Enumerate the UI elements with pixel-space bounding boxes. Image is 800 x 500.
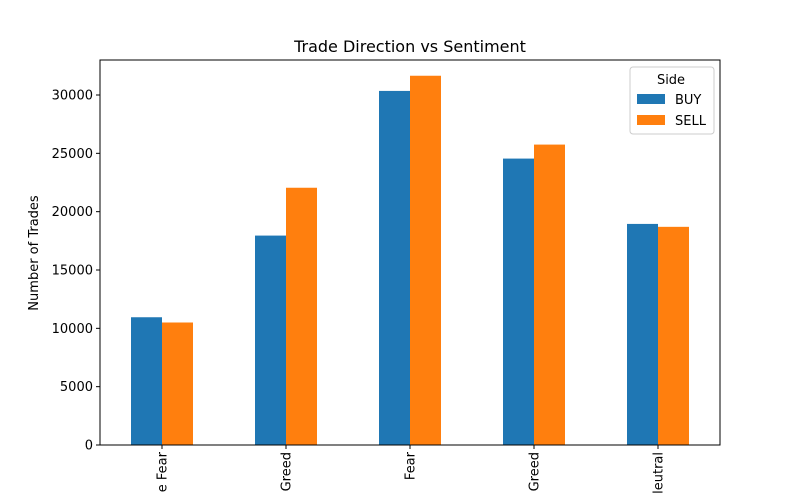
bar-buy-0 xyxy=(131,317,162,445)
y-tick-label: 20000 xyxy=(52,205,93,220)
y-tick-label: 15000 xyxy=(52,264,93,279)
bar-buy-1 xyxy=(255,235,286,445)
legend-label-sell: SELL xyxy=(675,114,707,129)
x-tick-label: Greed xyxy=(280,452,295,491)
legend-title: Side xyxy=(657,73,685,88)
bar-sell-4 xyxy=(658,226,689,445)
legend-swatch-buy xyxy=(637,94,665,104)
x-tick-label: Fear xyxy=(404,451,419,480)
plot-frame xyxy=(99,59,721,446)
x-tick-label: Greed xyxy=(528,452,543,491)
y-axis-label: Number of Trades xyxy=(27,195,42,311)
y-ticks-group: 0 5000 10000 15000 20000 25000 30000 xyxy=(52,89,100,454)
bar-sell-0 xyxy=(162,322,193,445)
bars-group xyxy=(131,75,689,446)
bar-buy-3 xyxy=(503,158,534,446)
legend-label-buy: BUY xyxy=(675,93,701,108)
x-ticks-group: e Fear Greed Fear Greed leutral xyxy=(156,445,667,494)
bar-sell-1 xyxy=(286,187,317,445)
y-tick-label: 10000 xyxy=(52,322,93,337)
y-tick-label: 0 xyxy=(85,439,93,454)
bar-sell-3 xyxy=(534,144,565,446)
x-tick-label: leutral xyxy=(652,452,667,494)
bar-sell-2 xyxy=(410,75,441,445)
bar-buy-4 xyxy=(627,223,658,445)
chart-title: Trade Direction vs Sentiment xyxy=(293,37,526,56)
y-tick-label: 30000 xyxy=(52,89,93,104)
x-tick-label: e Fear xyxy=(156,451,171,492)
y-tick-label: 25000 xyxy=(52,147,93,162)
y-tick-label: 5000 xyxy=(60,380,93,395)
bar-buy-2 xyxy=(379,90,410,446)
legend: Side BUY SELL xyxy=(629,66,715,135)
legend-swatch-sell xyxy=(637,115,665,125)
